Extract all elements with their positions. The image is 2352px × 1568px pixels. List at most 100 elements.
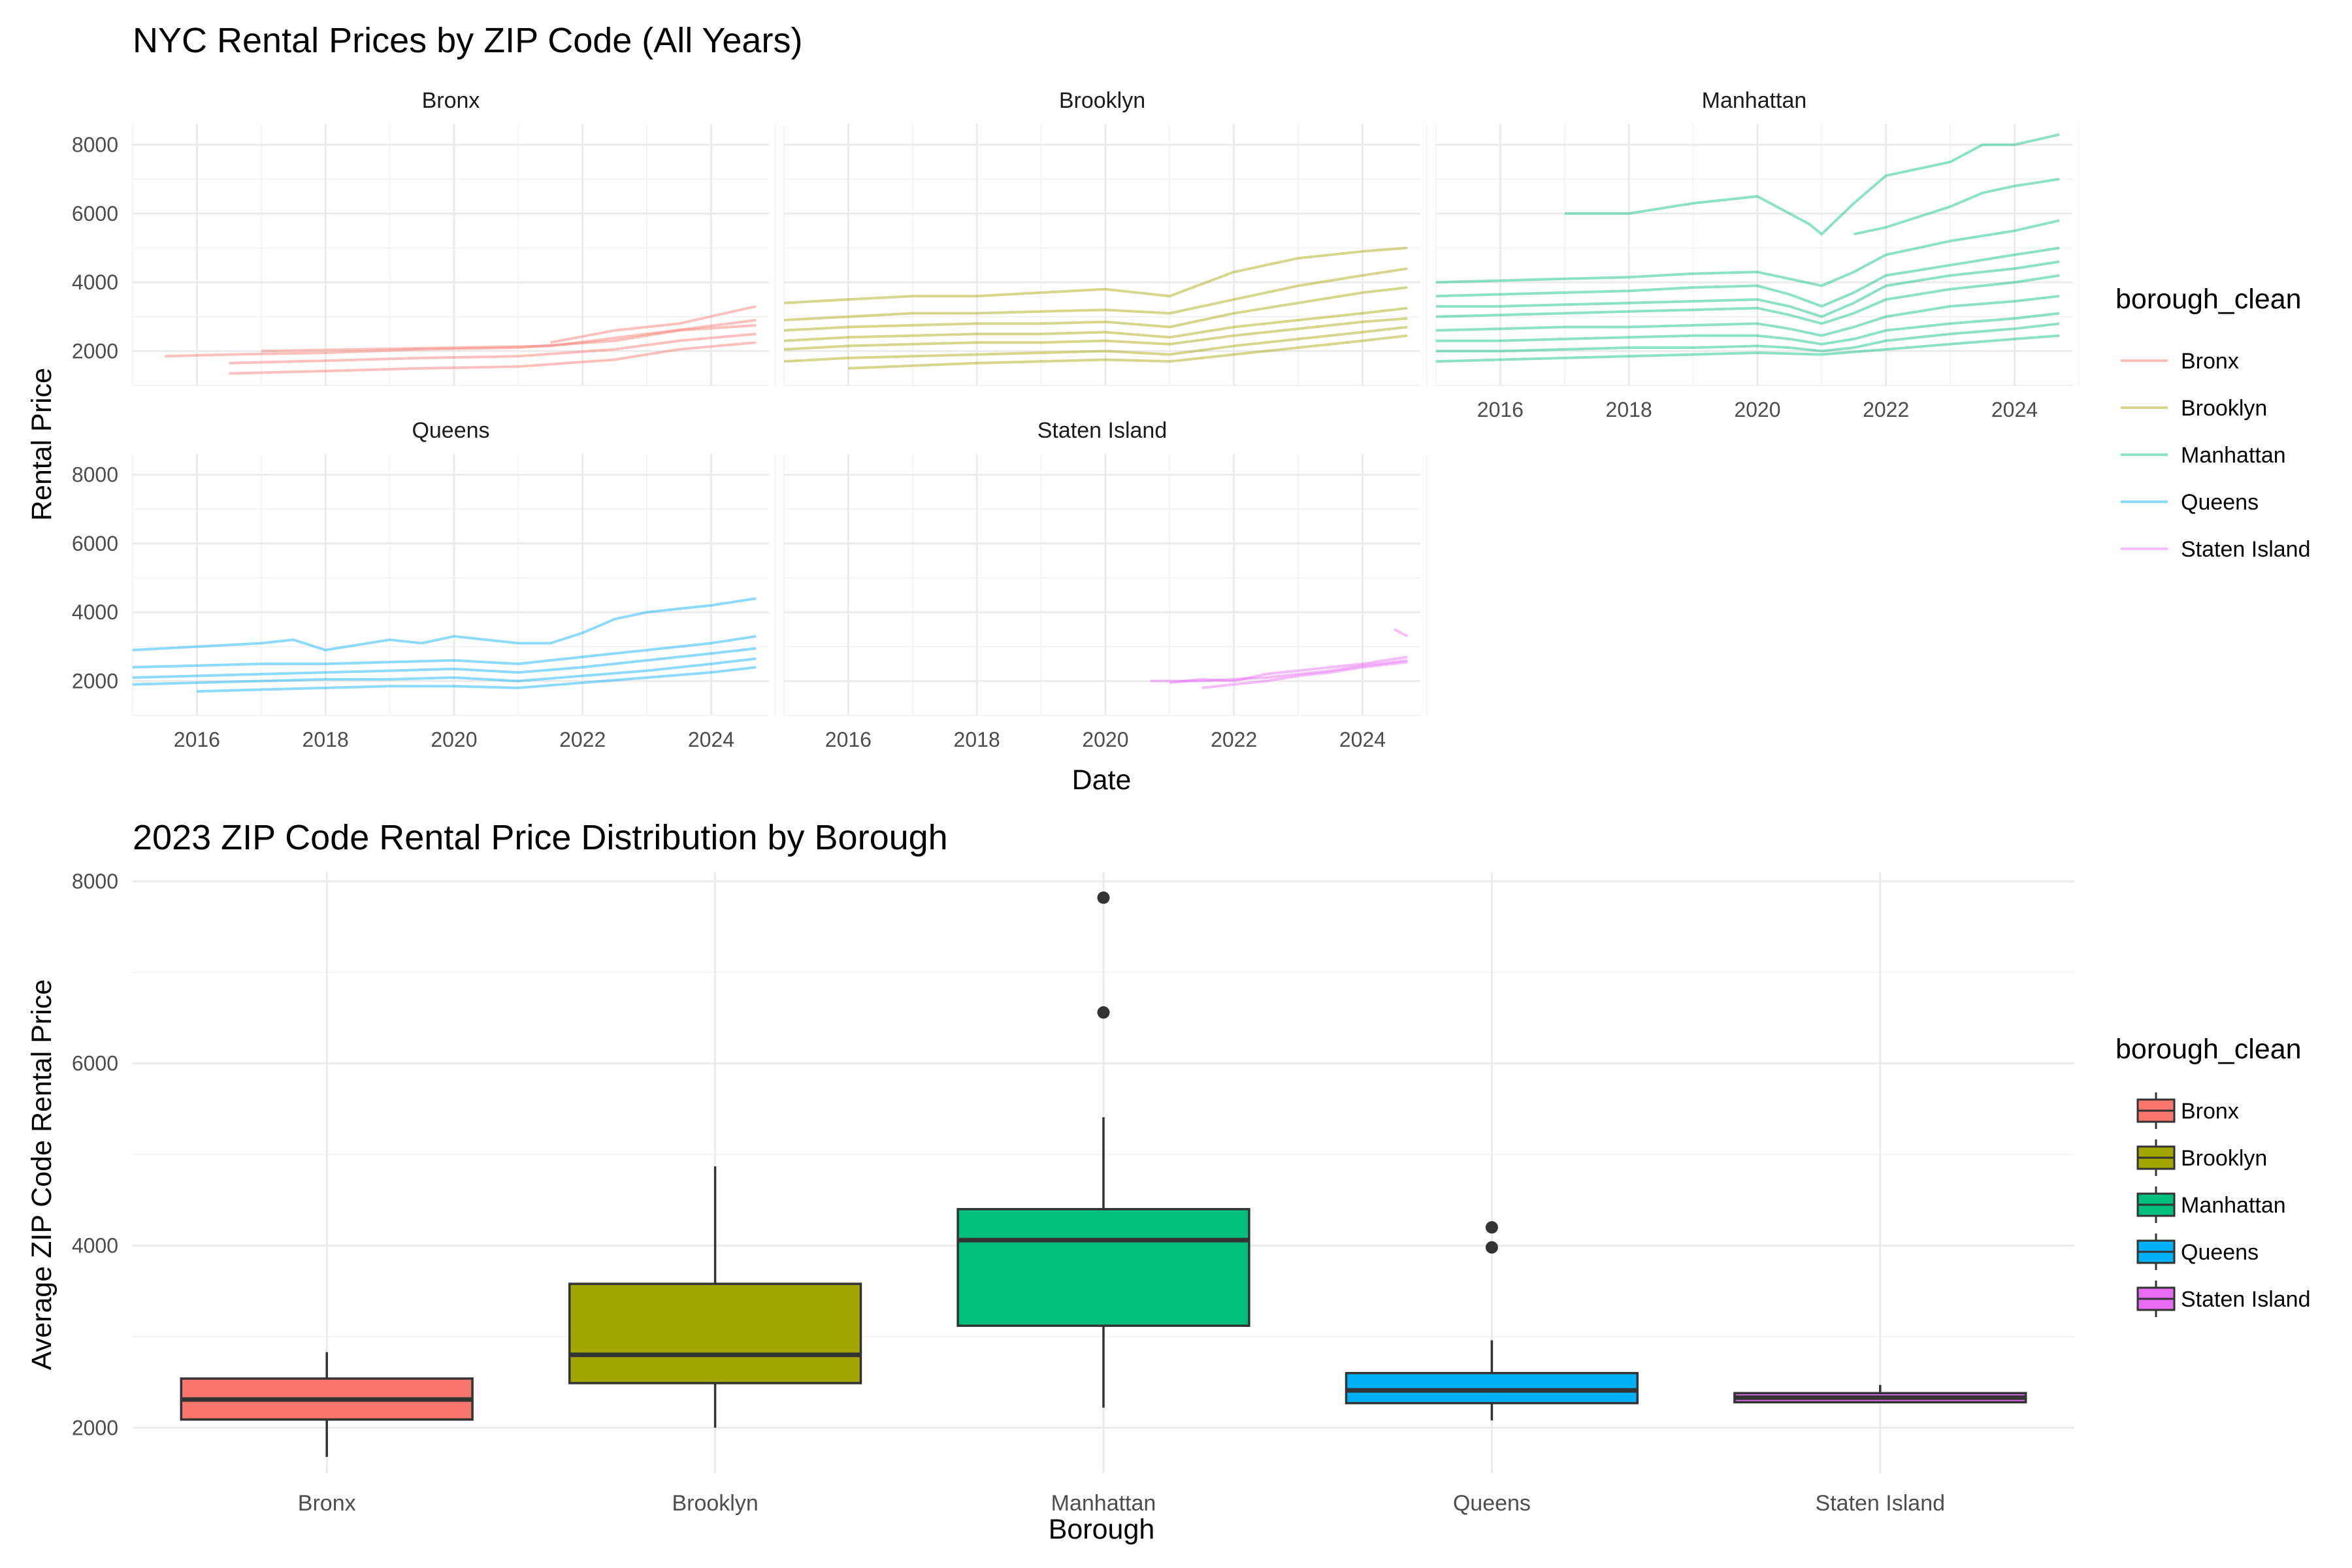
x-tick-label: 2024: [1339, 728, 1386, 751]
y-tick-label: 2000: [72, 1416, 118, 1439]
x-tick-label: Bronx: [298, 1491, 356, 1516]
facet-strip-label: Staten Island: [1037, 418, 1167, 443]
legend-label: Brooklyn: [2181, 396, 2267, 421]
facet-strip-label: Brooklyn: [1059, 88, 1145, 113]
y-tick-label: 6000: [72, 532, 118, 555]
box-ylabel: Average ZIP Code Rental Price: [26, 979, 57, 1370]
series-line: [132, 634, 757, 669]
series-line: [550, 304, 757, 344]
x-tick-label: 2024: [1991, 398, 2038, 421]
boxplot-title: 2023 ZIP Code Rental Price Distribution …: [133, 818, 948, 857]
y-tick-label: 4000: [72, 600, 118, 624]
legend-title: borough_clean: [2115, 284, 2302, 315]
x-tick-label: 2022: [1863, 398, 1909, 421]
series-line: [1436, 260, 2060, 318]
facet-panel-brooklyn: Brooklyn: [783, 88, 1428, 386]
series-line: [783, 325, 1408, 363]
series-line: [229, 333, 757, 365]
series-line: [1394, 628, 1409, 638]
y-tick-label: 8000: [72, 463, 118, 487]
box-xlabel: Borough: [1049, 1514, 1155, 1545]
series-line: [132, 657, 757, 686]
x-tick-label: Queens: [1453, 1491, 1531, 1516]
series-line: [783, 317, 1408, 351]
series-line: [783, 286, 1408, 332]
legend-label: Manhattan: [2181, 443, 2286, 468]
legend-label: Bronx: [2181, 1099, 2239, 1124]
x-tick-label: 2018: [302, 728, 349, 751]
series-line: [1435, 219, 2060, 287]
iqr-box: [956, 1208, 1250, 1327]
x-tick-label: Brooklyn: [672, 1491, 758, 1516]
series-line: [1150, 659, 1408, 683]
y-tick-label: 6000: [72, 202, 118, 225]
x-tick-label: 2020: [431, 728, 477, 751]
series-line: [165, 323, 757, 358]
series-line: [132, 597, 757, 651]
series-line: [1169, 655, 1408, 684]
x-tick-label: 2024: [688, 728, 734, 751]
x-tick-label: 2022: [559, 728, 606, 751]
series-line: [1436, 312, 2060, 346]
series-line: [132, 647, 757, 679]
line-legend: borough_clean Bronx Brooklyn Manhattan Queen…: [2115, 284, 2310, 562]
outlier-point: [1097, 1006, 1110, 1019]
series-line: [1564, 133, 2060, 236]
boxplot-chart: 2000 4000 6000 8000 Bronx Brooklyn Manhattan Qu…: [72, 870, 2074, 1516]
box-legend: borough_clean Bronx Brooklyn Manhattan Queen…: [2115, 1034, 2310, 1317]
series-line: [848, 334, 1408, 370]
series-line: [783, 306, 1408, 342]
line-ylabel: Rental Price: [26, 368, 57, 521]
line-chart-title: NYC Rental Prices by ZIP Code (All Years…: [133, 21, 802, 60]
legend-label: Queens: [2181, 490, 2259, 515]
y-tick-label: 8000: [72, 133, 118, 157]
x-tick-label: 2018: [1606, 398, 1652, 421]
facet-panel-bronx: Bronx 2000 4000 6000 8000: [72, 88, 776, 386]
legend-label: Staten Island: [2181, 1287, 2310, 1312]
box-manhattan: [956, 891, 1250, 1408]
legend-label: Manhattan: [2181, 1193, 2286, 1218]
series-line: [1435, 246, 2060, 308]
outlier-point: [1485, 1241, 1498, 1254]
y-tick-label: 4000: [72, 1234, 118, 1258]
x-tick-label: 2018: [954, 728, 1000, 751]
box-brooklyn: [568, 1166, 862, 1428]
x-tick-label: 2020: [1734, 398, 1780, 421]
y-tick-label: 2000: [72, 339, 118, 363]
series-line: [1435, 334, 2060, 363]
outlier-point: [1485, 1221, 1498, 1234]
legend-title: borough_clean: [2115, 1034, 2302, 1065]
y-tick-label: 4000: [72, 270, 118, 294]
box-bronx: [180, 1352, 474, 1457]
y-tick-label: 6000: [72, 1052, 118, 1075]
series-line: [1436, 322, 2060, 353]
series-line: [1201, 661, 1408, 689]
facet-panel-queens: Queens 2000 4000 6000 8000 2016 2018 2020 2022 20…: [72, 418, 776, 751]
x-tick-label: 2016: [1477, 398, 1524, 421]
iqr-box: [568, 1282, 862, 1384]
facet-strip-label: Queens: [412, 418, 489, 443]
series-line: [783, 246, 1408, 304]
x-tick-label: 2022: [1211, 728, 1257, 751]
legend-label: Staten Island: [2181, 537, 2310, 562]
y-tick-label: 8000: [72, 870, 118, 893]
x-tick-label: 2016: [825, 728, 872, 751]
line-xlabel: Date: [1072, 764, 1132, 796]
box-staten-island: [1733, 1384, 2027, 1404]
facet-strip-label: Manhattan: [1702, 88, 1807, 113]
x-tick-label: 2016: [174, 728, 220, 751]
y-tick-label: 2000: [72, 669, 118, 693]
facet-panels: Bronx 2000 4000 6000 8000 Brooklyn Manhattan 20…: [72, 88, 2080, 751]
facet-panel-staten-island: Staten Island 2016 2018 2020 2022 2024: [783, 418, 1428, 751]
facet-strip-label: Bronx: [422, 88, 480, 113]
x-tick-label: Manhattan: [1051, 1491, 1156, 1516]
x-tick-label: Staten Island: [1816, 1491, 1945, 1516]
legend-label: Brooklyn: [2181, 1146, 2267, 1171]
series-line: [261, 319, 757, 353]
series-line: [783, 267, 1408, 321]
legend-label: Queens: [2181, 1240, 2259, 1265]
series-line: [1435, 295, 2060, 337]
legend-label: Bronx: [2181, 349, 2239, 374]
x-tick-label: 2020: [1082, 728, 1128, 751]
